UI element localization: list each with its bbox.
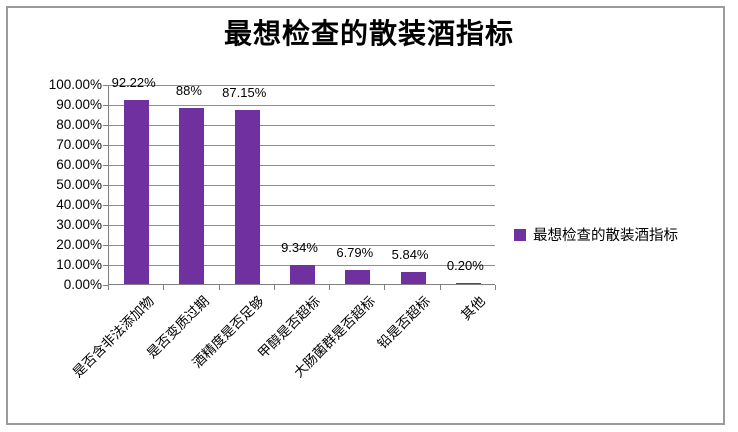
bar xyxy=(345,270,371,284)
gridline xyxy=(109,185,495,186)
bar xyxy=(290,265,315,284)
y-axis-tick-label: 40.00% xyxy=(56,197,102,212)
gridline xyxy=(109,145,495,146)
legend: 最想检查的散装酒指标 xyxy=(514,224,678,245)
bar xyxy=(124,99,150,284)
bar-data-label: 87.15% xyxy=(222,84,267,100)
bar-data-label: 0.20% xyxy=(446,258,484,273)
bar-data-label: 5.84% xyxy=(391,247,429,263)
gridline xyxy=(109,225,495,226)
bar xyxy=(400,272,426,284)
y-axis-tick-label: 70.00% xyxy=(56,137,102,152)
y-axis-tick-label: 60.00% xyxy=(56,157,102,172)
y-axis-tick-label: 50.00% xyxy=(56,177,102,192)
gridline xyxy=(109,165,495,166)
gridline xyxy=(109,205,495,206)
y-axis-tick-label: 30.00% xyxy=(56,217,102,232)
y-axis-tick-label: 20.00% xyxy=(56,237,102,252)
y-axis: 100.00% 90.00% 80.00% 70.00% 60.00% 50.00% 40.… xyxy=(18,77,102,292)
chart-title: 最想检查的散装酒指标 xyxy=(223,17,514,50)
y-axis-tick-label: 100.00% xyxy=(48,77,102,92)
legend-label: 最想检查的散装酒指标 xyxy=(533,228,678,244)
bar-data-label: 88% xyxy=(175,83,202,98)
legend-color-swatch-icon xyxy=(514,228,526,241)
gridline xyxy=(109,85,495,86)
y-axis-tick-label: 80.00% xyxy=(56,117,102,132)
bar xyxy=(234,109,260,284)
y-axis-tick-label: 10.00% xyxy=(56,257,102,272)
bar xyxy=(455,283,481,284)
y-axis-tick-label: 0.00% xyxy=(63,277,102,292)
gridline xyxy=(109,245,495,246)
bar-data-label: 6.79% xyxy=(336,245,374,261)
bar xyxy=(179,108,205,284)
bar-data-label: 92.22% xyxy=(111,74,156,90)
gridline xyxy=(109,125,495,126)
bar-data-label: 9.34% xyxy=(281,240,318,256)
y-axis-tick-label: 90.00% xyxy=(56,97,102,112)
plot-area: 92.22% 88% 87.15% 9.34% 6.79% 5.84% 0.20% xyxy=(108,75,495,285)
gridline xyxy=(109,105,495,106)
